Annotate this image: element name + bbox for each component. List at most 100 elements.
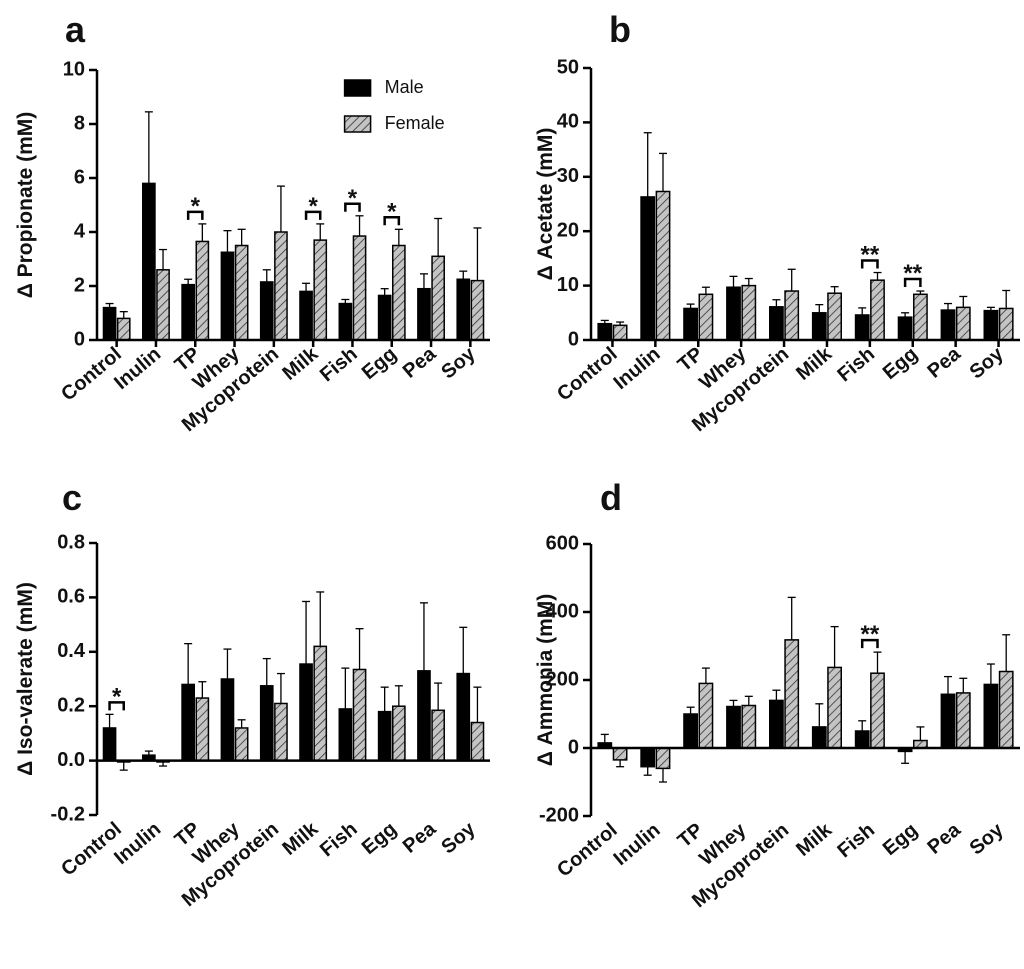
significance-label: **: [861, 621, 880, 648]
bar: [377, 294, 392, 341]
y-tick-label: 50: [557, 56, 579, 78]
x-tick-label: Soy: [966, 342, 1009, 383]
x-tick-label: Fish: [833, 819, 879, 862]
y-tick-label: 20: [557, 219, 579, 241]
bar: [352, 668, 367, 762]
y-tick-label: 4: [74, 220, 86, 242]
bar: [683, 713, 698, 749]
y-tick-label: 200: [546, 668, 579, 690]
bar: [234, 727, 249, 762]
y-tick-label: 0.0: [57, 749, 85, 771]
significance-bracket: [344, 202, 361, 212]
y-tick-label: 0: [568, 328, 579, 350]
bar: [698, 293, 714, 341]
x-tick-label: Milk: [792, 818, 837, 860]
bar: [983, 309, 999, 341]
bar: [784, 290, 800, 341]
bar: [220, 251, 235, 341]
x-tick-label: Fish: [833, 343, 879, 386]
bar: [102, 727, 117, 762]
bar: [655, 190, 671, 341]
bar: [299, 290, 313, 341]
significance-bracket: [108, 701, 125, 711]
bar: [102, 306, 117, 341]
x-tick-label: Egg: [358, 818, 401, 859]
bar: [870, 279, 885, 341]
significance-bracket: [860, 638, 879, 649]
bar: [274, 702, 288, 762]
y-tick-label: 400: [546, 600, 579, 622]
y-axis-label: Δ Propionate (mM): [14, 112, 37, 299]
x-tick-label: Inulin: [610, 819, 665, 870]
bar: [456, 672, 471, 762]
y-tick-label: 0.4: [57, 640, 86, 662]
bar: [683, 307, 698, 341]
y-tick-label: 2: [74, 274, 85, 296]
x-tick-label: Egg: [879, 819, 922, 860]
y-tick-label: 10: [557, 274, 579, 296]
panel-label: c: [62, 477, 82, 518]
significance-label: *: [387, 198, 397, 225]
x-tick-label: Inulin: [110, 818, 165, 869]
x-tick-label: Inulin: [110, 343, 165, 394]
x-tick-label: Egg: [358, 343, 401, 384]
x-tick-label: Egg: [879, 343, 922, 384]
significance-label: *: [348, 185, 358, 212]
bar: [955, 306, 971, 341]
bar: [897, 316, 913, 341]
significance-bracket: [304, 210, 322, 220]
bar: [431, 255, 445, 341]
x-tick-label: Soy: [437, 342, 480, 383]
y-tick-label: 6: [74, 166, 85, 188]
bar: [811, 312, 827, 341]
bar: [769, 306, 784, 341]
bar: [181, 283, 196, 341]
significance-label: **: [903, 260, 922, 287]
x-tick-label: Fish: [316, 343, 362, 386]
bar: [195, 240, 210, 341]
bar: [955, 692, 971, 749]
y-tick-label: 0.8: [57, 531, 85, 553]
bar: [417, 287, 431, 341]
y-tick-label: -200: [539, 804, 579, 826]
bar: [338, 302, 353, 341]
y-tick-label: 0: [568, 736, 579, 758]
y-tick-label: 10: [63, 58, 85, 80]
bar: [299, 663, 313, 762]
y-axis-label: Δ Acetate (mM): [534, 128, 557, 281]
significance-label: *: [308, 193, 318, 220]
bar: [741, 704, 757, 749]
bar: [313, 239, 328, 341]
bar: [612, 324, 628, 341]
bar: [741, 284, 757, 341]
bar: [456, 278, 471, 341]
bar: [470, 721, 485, 762]
x-tick-label: Control: [553, 343, 622, 406]
y-tick-label: 0.6: [57, 586, 85, 608]
y-tick-label: 8: [74, 112, 85, 134]
x-tick-label: Soy: [966, 818, 1009, 859]
x-tick-label: Control: [553, 819, 622, 882]
bar: [983, 683, 999, 749]
bar: [470, 279, 485, 341]
y-tick-label: 30: [557, 165, 579, 187]
y-axis-label: Δ Ammonia (mM): [534, 594, 557, 767]
bar: [827, 292, 842, 341]
legend-label: Male: [385, 77, 424, 97]
bar: [313, 645, 328, 762]
bar: [870, 672, 885, 749]
bar: [431, 709, 445, 762]
legend-swatch: [343, 79, 372, 97]
bar: [156, 269, 170, 341]
bar: [827, 666, 842, 749]
bar: [352, 235, 367, 341]
bar: [142, 182, 156, 341]
bar: [640, 196, 656, 341]
bar: [698, 682, 714, 749]
y-axis-label: Δ Iso-valerate (mM): [14, 582, 37, 776]
bar: [234, 244, 249, 341]
panel-label: d: [600, 477, 622, 518]
bar: [940, 693, 956, 749]
x-tick-label: Pea: [399, 342, 441, 382]
y-tick-label: 600: [546, 532, 579, 554]
